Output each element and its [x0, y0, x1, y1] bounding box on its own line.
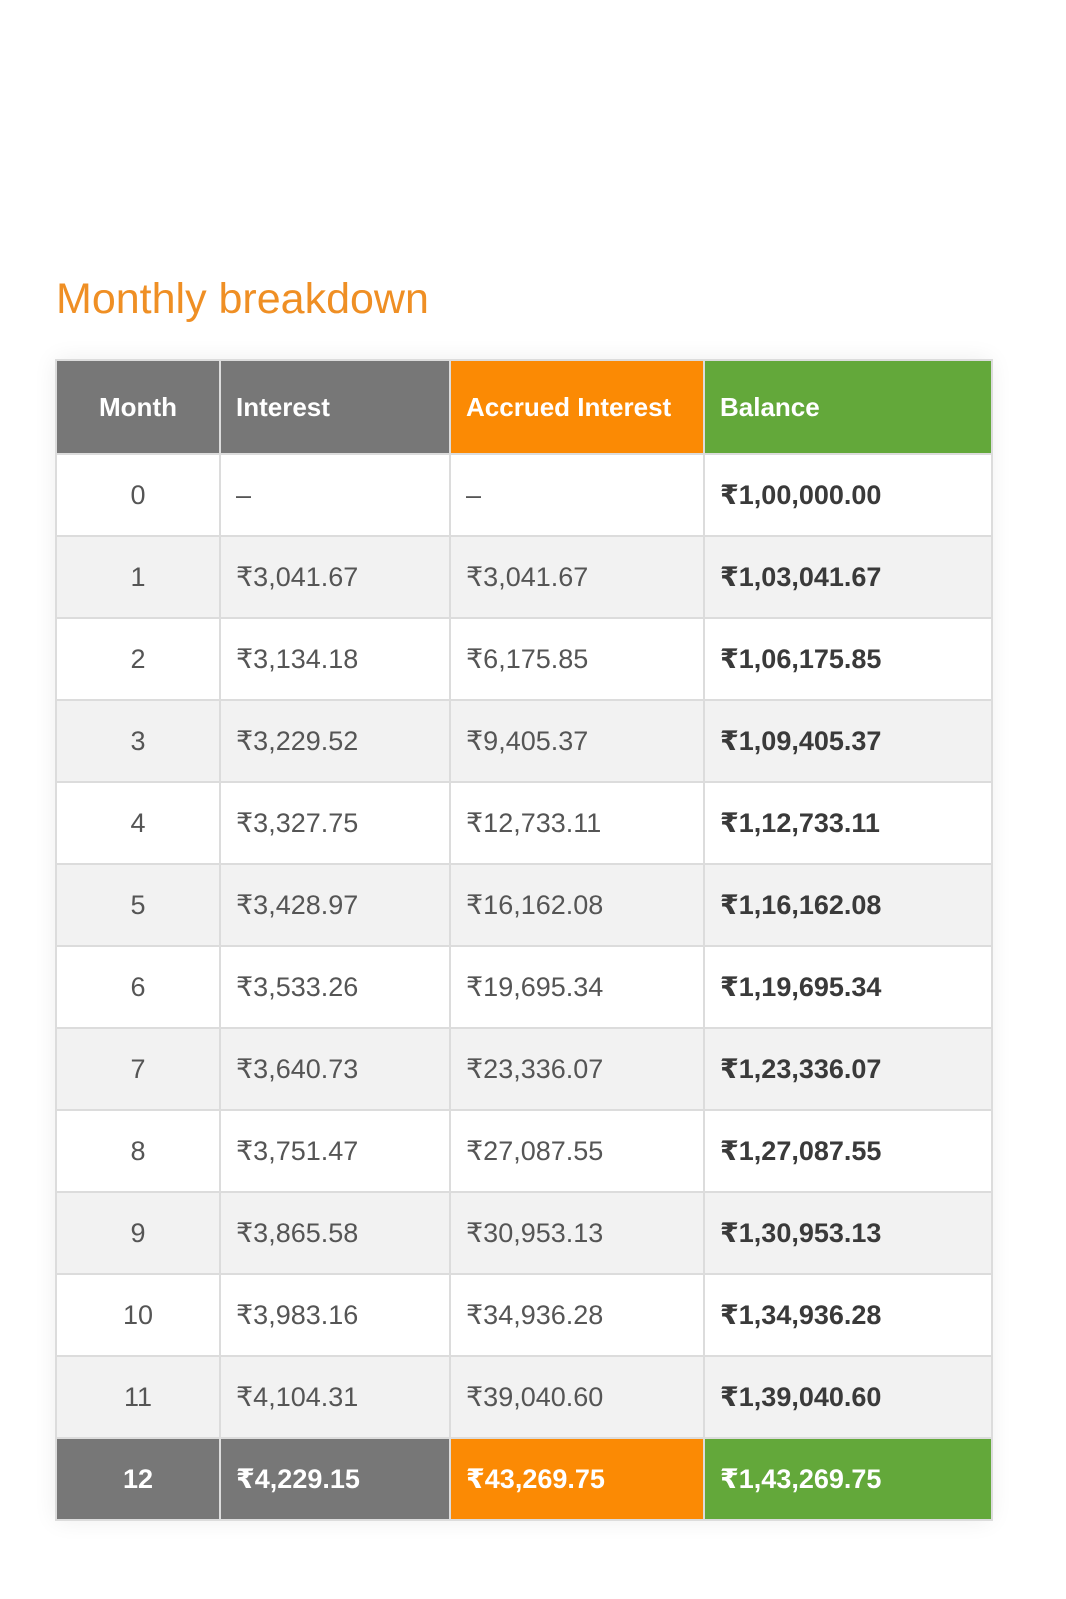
cell-balance: ₹1,34,936.28 [703, 1273, 993, 1357]
header-month: Month [55, 359, 221, 455]
table-row: 1 ₹3,041.67 ₹3,041.67 ₹1,03,041.67 [55, 535, 993, 619]
header-accrued-interest: Accrued Interest [449, 359, 705, 455]
cell-accrued-interest: ₹30,953.13 [449, 1191, 705, 1275]
cell-accrued-interest: ₹16,162.08 [449, 863, 705, 947]
cell-balance: ₹1,30,953.13 [703, 1191, 993, 1275]
cell-accrued-interest: ₹27,087.55 [449, 1109, 705, 1193]
cell-interest: ₹3,327.75 [219, 781, 451, 865]
cell-interest: ₹3,983.16 [219, 1273, 451, 1357]
table-row: 2 ₹3,134.18 ₹6,175.85 ₹1,06,175.85 [55, 617, 993, 701]
cell-month: 11 [55, 1355, 221, 1439]
cell-month: 10 [55, 1273, 221, 1357]
header-interest: Interest [219, 359, 451, 455]
cell-month: 6 [55, 945, 221, 1029]
cell-balance: ₹1,06,175.85 [703, 617, 993, 701]
cell-interest: – [219, 453, 451, 537]
cell-balance: ₹1,12,733.11 [703, 781, 993, 865]
total-month: 12 [55, 1437, 221, 1521]
cell-balance: ₹1,27,087.55 [703, 1109, 993, 1193]
table-row: 10 ₹3,983.16 ₹34,936.28 ₹1,34,936.28 [55, 1273, 993, 1357]
cell-accrued-interest: ₹6,175.85 [449, 617, 705, 701]
cell-interest: ₹3,134.18 [219, 617, 451, 701]
cell-interest: ₹3,041.67 [219, 535, 451, 619]
table-row: 9 ₹3,865.58 ₹30,953.13 ₹1,30,953.13 [55, 1191, 993, 1275]
table-row: 6 ₹3,533.26 ₹19,695.34 ₹1,19,695.34 [55, 945, 993, 1029]
cell-month: 9 [55, 1191, 221, 1275]
cell-balance: ₹1,23,336.07 [703, 1027, 993, 1111]
table-row: 4 ₹3,327.75 ₹12,733.11 ₹1,12,733.11 [55, 781, 993, 865]
table-row: 11 ₹4,104.31 ₹39,040.60 ₹1,39,040.60 [55, 1355, 993, 1439]
cell-balance: ₹1,39,040.60 [703, 1355, 993, 1439]
cell-month: 1 [55, 535, 221, 619]
total-interest: ₹4,229.15 [219, 1437, 451, 1521]
cell-month: 2 [55, 617, 221, 701]
cell-balance: ₹1,16,162.08 [703, 863, 993, 947]
cell-month: 7 [55, 1027, 221, 1111]
cell-accrued-interest: ₹9,405.37 [449, 699, 705, 783]
cell-accrued-interest: ₹19,695.34 [449, 945, 705, 1029]
table-row: 8 ₹3,751.47 ₹27,087.55 ₹1,27,087.55 [55, 1109, 993, 1193]
cell-month: 4 [55, 781, 221, 865]
header-balance: Balance [703, 359, 993, 455]
table-row: 3 ₹3,229.52 ₹9,405.37 ₹1,09,405.37 [55, 699, 993, 783]
monthly-breakdown-table: Month Interest Accrued Interest Balance … [55, 359, 993, 1521]
cell-interest: ₹3,428.97 [219, 863, 451, 947]
cell-interest: ₹3,640.73 [219, 1027, 451, 1111]
cell-accrued-interest: – [449, 453, 705, 537]
table-row: 5 ₹3,428.97 ₹16,162.08 ₹1,16,162.08 [55, 863, 993, 947]
cell-month: 0 [55, 453, 221, 537]
cell-month: 8 [55, 1109, 221, 1193]
total-balance: ₹1,43,269.75 [703, 1437, 993, 1521]
table-row: 0 – – ₹1,00,000.00 [55, 453, 993, 537]
cell-interest: ₹3,751.47 [219, 1109, 451, 1193]
table-total-row: 12 ₹4,229.15 ₹43,269.75 ₹1,43,269.75 [55, 1437, 993, 1521]
total-accrued-interest: ₹43,269.75 [449, 1437, 705, 1521]
cell-accrued-interest: ₹39,040.60 [449, 1355, 705, 1439]
table-row: 7 ₹3,640.73 ₹23,336.07 ₹1,23,336.07 [55, 1027, 993, 1111]
table-header-row: Month Interest Accrued Interest Balance [55, 359, 993, 455]
cell-balance: ₹1,03,041.67 [703, 535, 993, 619]
cell-balance: ₹1,19,695.34 [703, 945, 993, 1029]
cell-accrued-interest: ₹34,936.28 [449, 1273, 705, 1357]
page-title: Monthly breakdown [56, 275, 429, 323]
cell-interest: ₹3,865.58 [219, 1191, 451, 1275]
cell-month: 3 [55, 699, 221, 783]
cell-accrued-interest: ₹3,041.67 [449, 535, 705, 619]
cell-interest: ₹3,533.26 [219, 945, 451, 1029]
cell-interest: ₹4,104.31 [219, 1355, 451, 1439]
cell-interest: ₹3,229.52 [219, 699, 451, 783]
cell-balance: ₹1,09,405.37 [703, 699, 993, 783]
cell-balance: ₹1,00,000.00 [703, 453, 993, 537]
cell-accrued-interest: ₹12,733.11 [449, 781, 705, 865]
cell-accrued-interest: ₹23,336.07 [449, 1027, 705, 1111]
cell-month: 5 [55, 863, 221, 947]
